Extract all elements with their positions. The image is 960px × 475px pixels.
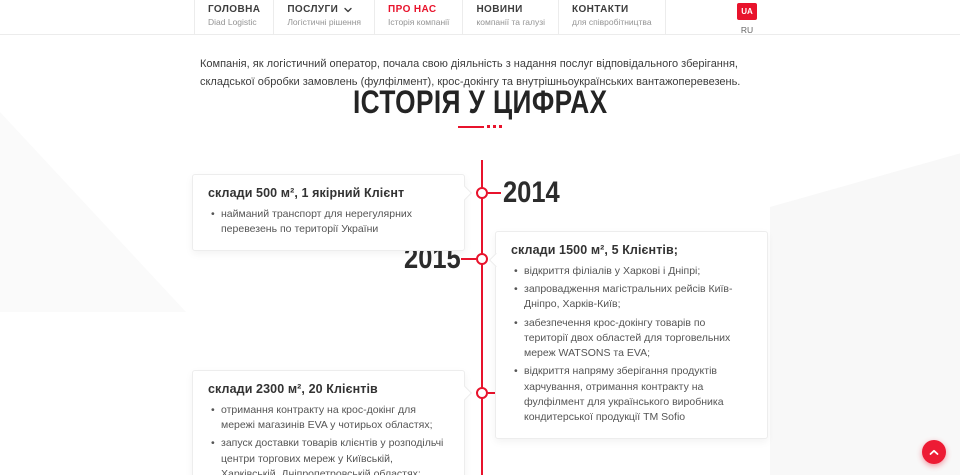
header: ГОЛОВНА Diad Logistic ПОСЛУГИ Логістичні… [0,0,960,35]
nav-item-contacts[interactable]: КОНТАКТИ для співробітництва [557,0,666,34]
timeline-connector-2014 [488,192,501,194]
nav-item-about[interactable]: ПРО НАС Історія компанії [374,0,463,34]
nav-item-home[interactable]: ГОЛОВНА Diad Logistic [194,0,274,34]
nav-item-services-sub: Логістичні рішення [287,17,362,27]
title-underline-decoration [0,125,960,128]
background-diagonal-left [0,112,186,312]
nav-item-about-sub: Історія компанії [388,17,450,27]
timeline-card-2016: склади 2300 м², 20 Клієнтів отримання ко… [192,370,472,475]
year-label-2014: 2014 [503,176,560,209]
timeline-card-2014: склади 500 м², 1 якірний Клієнт найманий… [192,174,472,252]
timeline-node-2015 [476,253,488,265]
card-2015-heading: склади 1500 м², 5 Клієнтів; [511,243,679,257]
card-arrow [457,185,472,201]
timeline-node-2014 [476,187,488,199]
language-switcher: UA RU [737,3,757,35]
section-title: ІСТОРІЯ У ЦИФРАХ [352,84,608,120]
nav-item-about-label: ПРО НАС [388,4,437,15]
background-diagonal-right [770,153,960,475]
lang-ru-button[interactable]: RU [740,25,754,35]
card-2015-bullet: забезпечення крос-докінгу товарів по тер… [511,316,752,362]
card-2015-bullet: відкриття напряму зберігання продуктів х… [511,364,752,425]
nav-item-home-sub: Diad Logistic [208,17,257,27]
main-nav: ГОЛОВНА Diad Logistic ПОСЛУГИ Логістичні… [194,0,666,34]
nav-item-news-sub: компанії та галузі [476,17,545,27]
timeline-line [481,160,483,475]
card-2016-bullet: отримання контракту на крос-докінг для м… [208,403,449,433]
lang-ua-button[interactable]: UA [737,3,757,20]
intro-paragraph: Компанія, як логістичний оператор, почал… [200,58,741,88]
nav-item-news-label: НОВИНИ [476,4,523,15]
timeline-node-2016 [476,387,488,399]
chevron-up-icon [929,449,939,456]
card-arrow [457,385,472,401]
nav-item-services-label: ПОСЛУГИ [287,4,339,15]
card-2015-bullet: запровадження магістральних рейсів Київ-… [511,282,752,312]
scroll-to-top-button[interactable] [922,440,946,464]
timeline-connector-2016 [488,392,501,394]
card-arrow [488,252,503,268]
nav-item-contacts-sub: для співробітництва [571,17,652,27]
card-2014-bullet: найманий транспорт для нерегулярних пере… [208,207,449,237]
nav-item-home-label: ГОЛОВНА [208,4,261,15]
card-2015-bullet: відкриття філіалів у Харкові і Дніпрі; [511,264,752,279]
nav-item-news[interactable]: НОВИНИ компанії та галузі [462,0,558,34]
card-2016-heading: склади 2300 м², 20 Клієнтів [208,382,378,396]
timeline-card-2015: склади 1500 м², 5 Клієнтів; відкриття фі… [488,231,768,440]
nav-item-contacts-label: КОНТАКТИ [571,4,629,15]
timeline-connector-2015 [461,258,476,260]
card-2014-heading: склади 500 м², 1 якірний Клієнт [208,186,405,200]
card-2016-bullet: запуск доставки товарів клієнтів у розпо… [208,436,449,475]
nav-item-services[interactable]: ПОСЛУГИ Логістичні рішення [273,0,375,34]
chevron-down-icon [344,7,352,13]
